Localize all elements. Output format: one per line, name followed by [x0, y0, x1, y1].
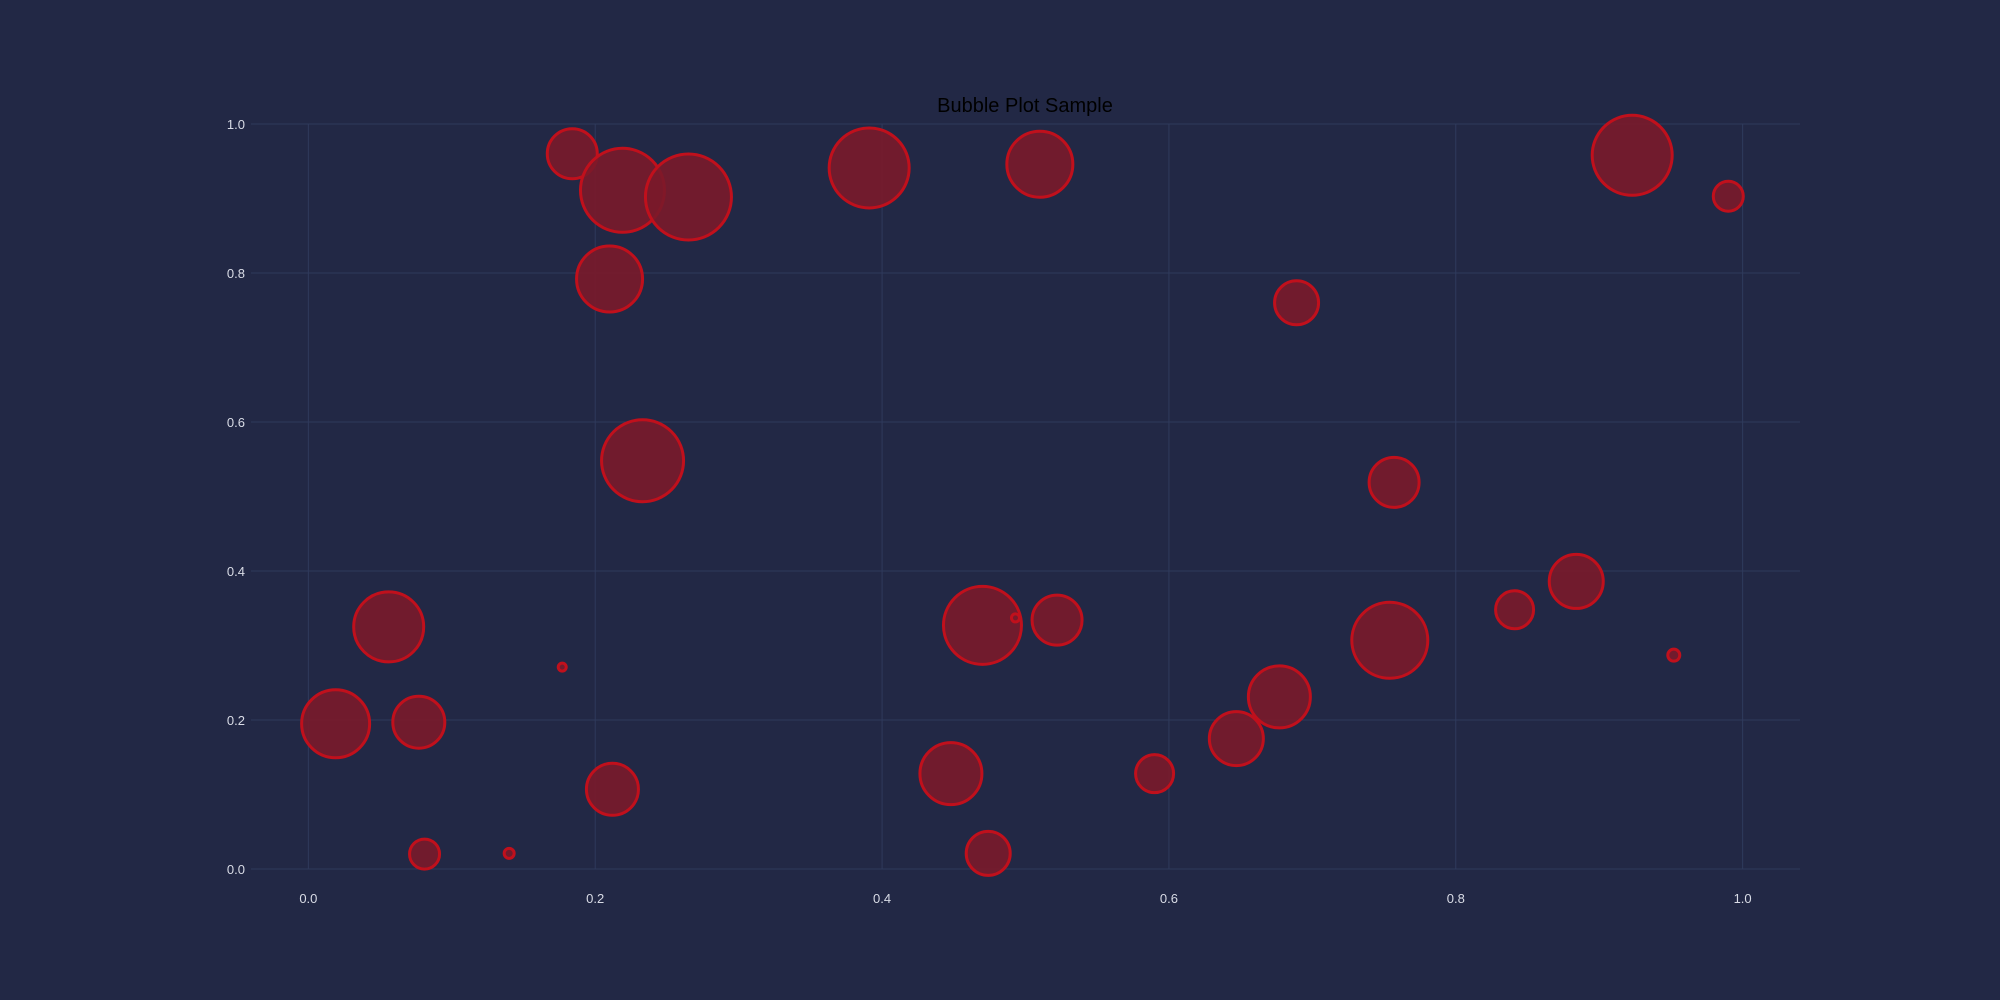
y-tick-label: 0.6	[227, 415, 245, 430]
y-tick-label: 0.8	[227, 266, 245, 281]
bubble-point[interactable]	[1350, 600, 1430, 680]
bubble-point[interactable]	[1590, 113, 1674, 197]
grid	[251, 123, 1800, 870]
bubble-point[interactable]	[1273, 279, 1321, 327]
bubble-point[interactable]	[1494, 589, 1536, 631]
bubble-point[interactable]	[1030, 593, 1084, 647]
bubble-point[interactable]	[556, 661, 568, 673]
bubble-point[interactable]	[643, 152, 733, 242]
bubble-point[interactable]	[600, 418, 686, 504]
bubble-point[interactable]	[575, 244, 645, 314]
bubble-point[interactable]	[941, 584, 1023, 666]
y-tick-label: 0.0	[227, 862, 245, 877]
bubble-point[interactable]	[1246, 664, 1312, 730]
bubble-point[interactable]	[352, 590, 426, 664]
y-axis-ticks: 0.0 0.2 0.4 0.6 0.8 1.0	[227, 117, 245, 877]
bubble-point[interactable]	[1666, 647, 1682, 663]
x-tick-label: 0.2	[586, 891, 604, 906]
bubble-point[interactable]	[827, 126, 911, 210]
bubble-point[interactable]	[1005, 129, 1075, 199]
bubble-point[interactable]	[918, 741, 984, 807]
x-tick-label: 0.6	[1160, 891, 1178, 906]
bubble-point[interactable]	[545, 127, 599, 181]
bubble-point[interactable]	[408, 837, 442, 871]
bubbles	[300, 113, 1745, 877]
bubble-point[interactable]	[1547, 552, 1605, 610]
bubble-point[interactable]	[1367, 455, 1421, 509]
bubble-point[interactable]	[300, 688, 372, 760]
bubble-point[interactable]	[584, 761, 640, 817]
bubble-point[interactable]	[1207, 710, 1265, 768]
chart-title: Bubble Plot Sample	[937, 95, 1113, 117]
bubble-point[interactable]	[1009, 612, 1021, 624]
x-tick-label: 0.8	[1447, 891, 1465, 906]
bubble-point[interactable]	[964, 829, 1012, 877]
y-tick-label: 0.4	[227, 564, 245, 579]
x-tick-label: 1.0	[1734, 891, 1752, 906]
y-tick-label: 1.0	[227, 117, 245, 132]
x-tick-label: 0.4	[873, 891, 891, 906]
x-axis-ticks: 0.0 0.2 0.4 0.6 0.8 1.0	[299, 891, 1751, 906]
bubble-point[interactable]	[502, 846, 516, 860]
x-tick-label: 0.0	[299, 891, 317, 906]
bubble-point[interactable]	[1134, 753, 1176, 795]
bubble-point[interactable]	[391, 694, 447, 750]
bubble-point[interactable]	[1711, 179, 1745, 213]
y-tick-label: 0.2	[227, 713, 245, 728]
